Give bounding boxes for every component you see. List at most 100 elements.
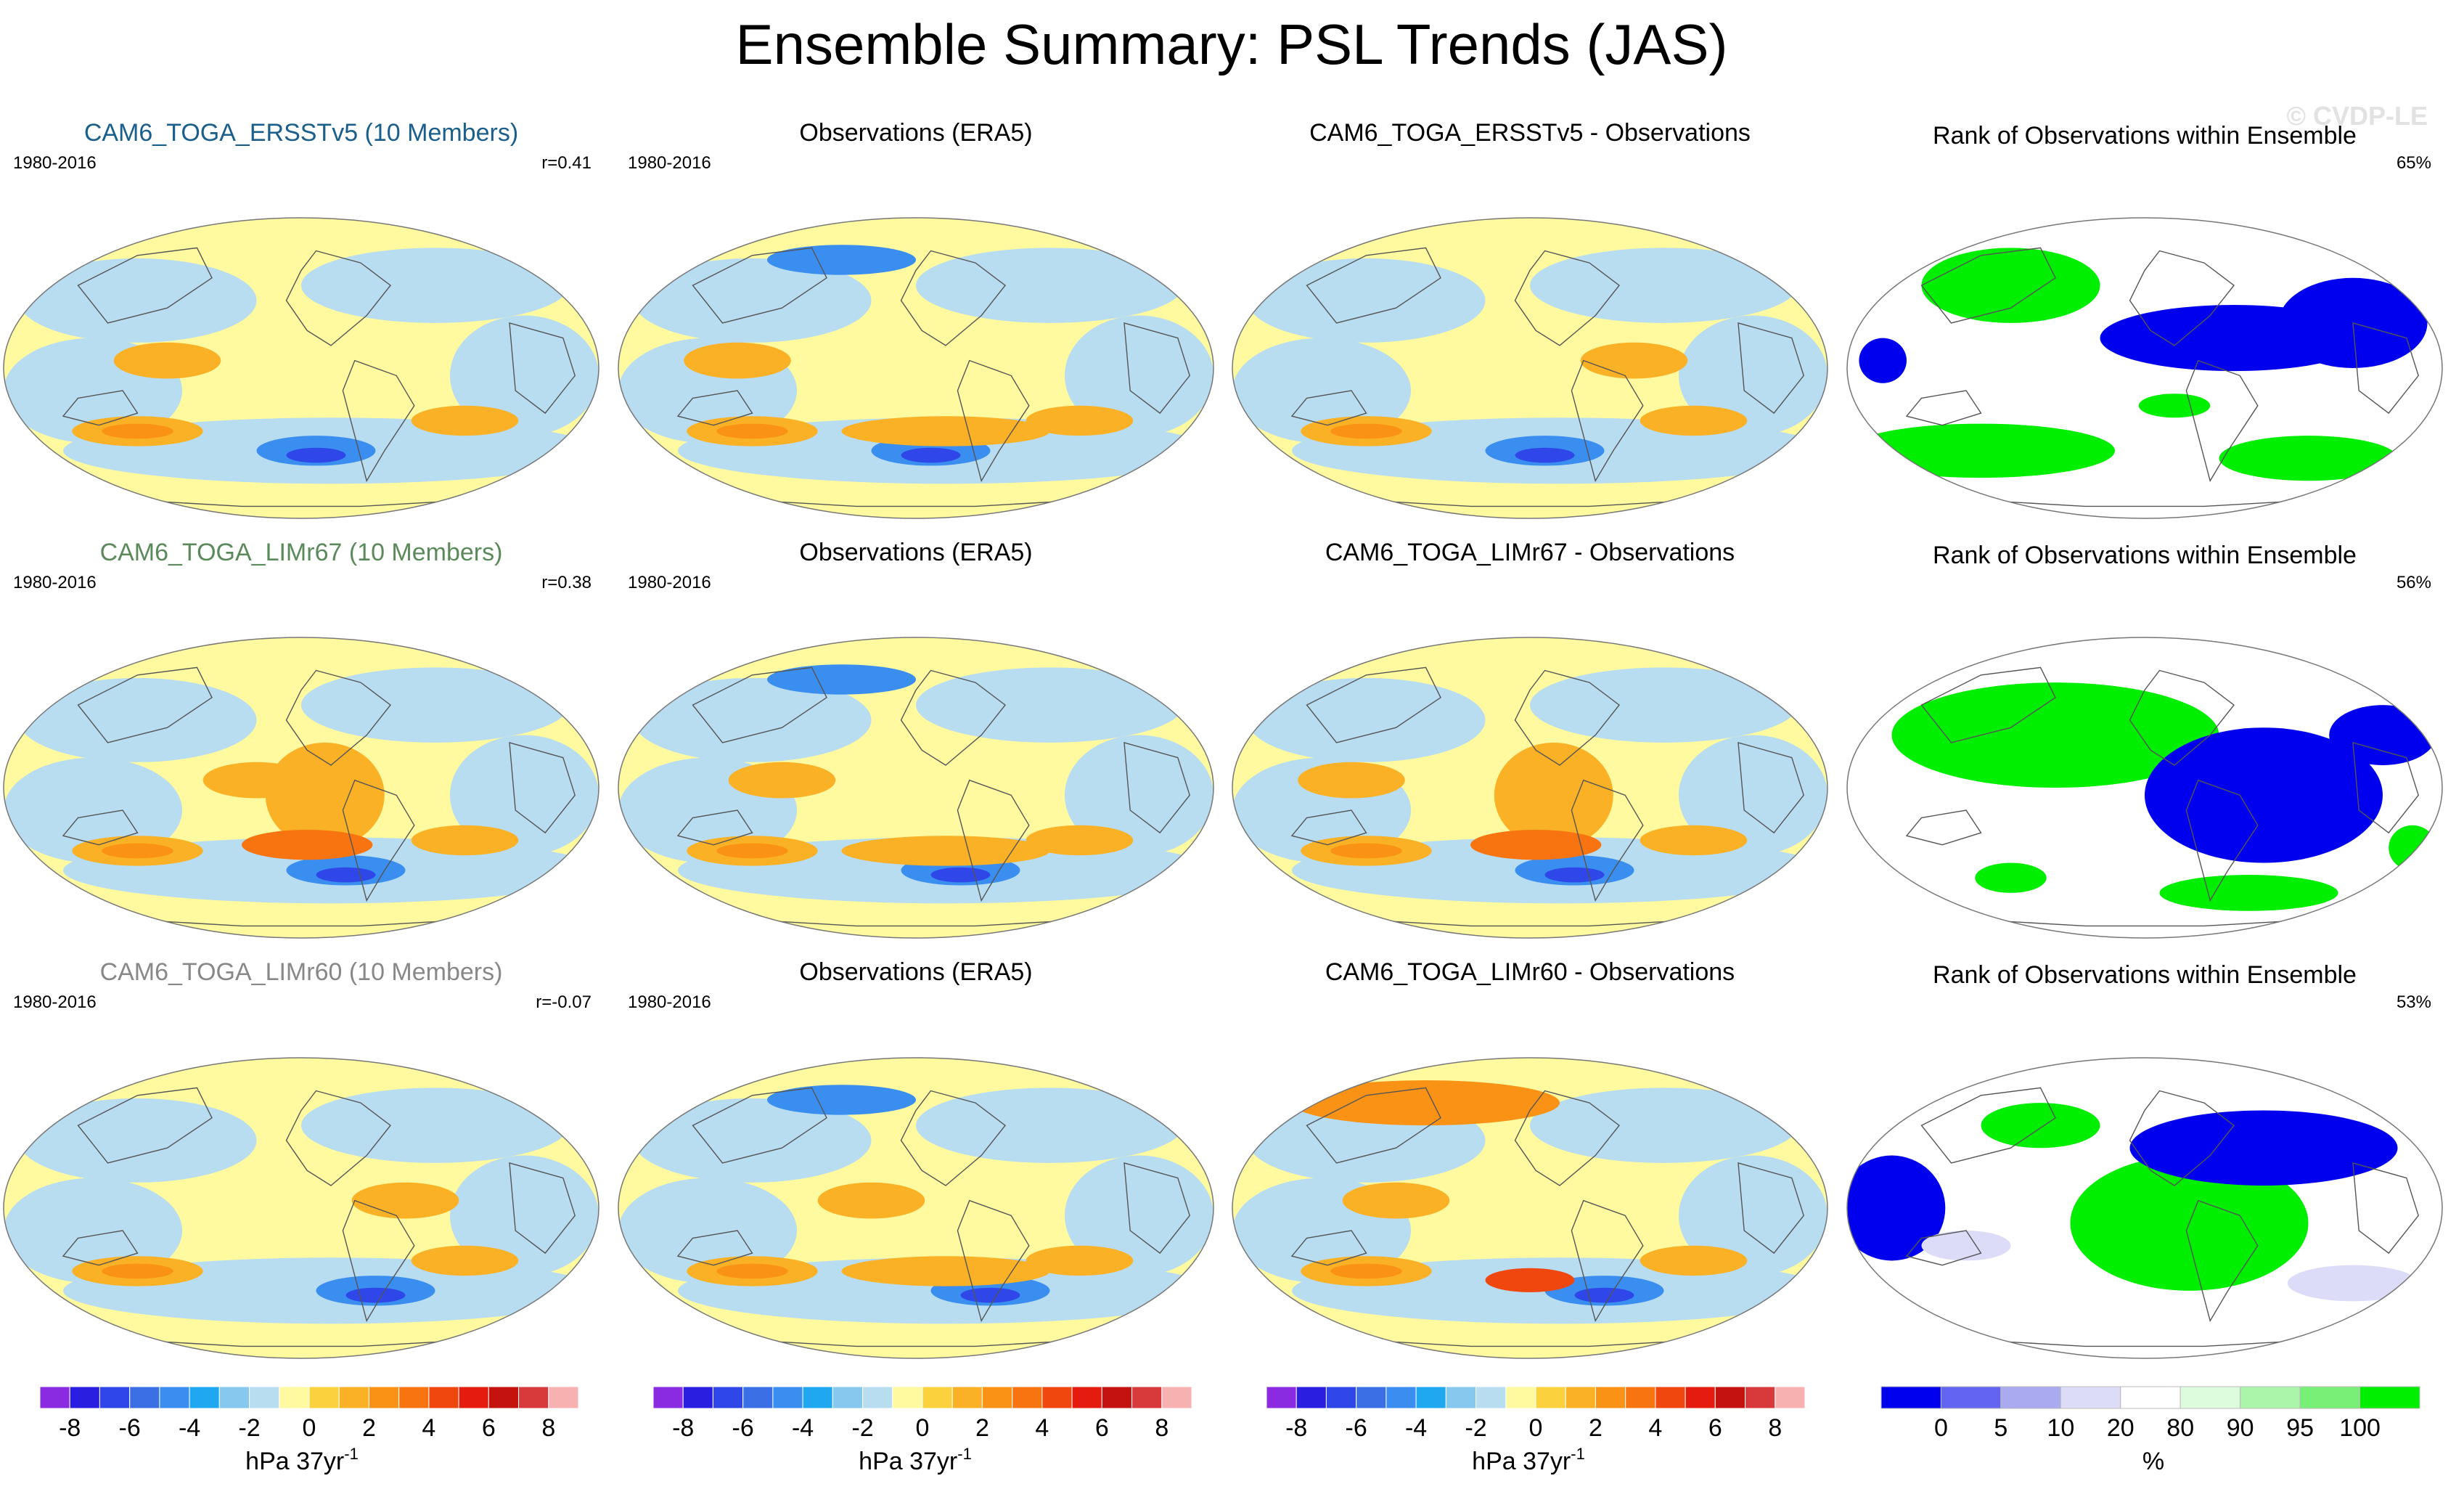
field-contour [411, 1245, 519, 1276]
field-contour [450, 315, 599, 436]
coastline [1738, 1162, 1804, 1255]
colorbar-tick-label: 0 [1934, 1414, 1948, 1442]
colorbar-tick-label: 4 [422, 1414, 435, 1442]
period-label: 1980-2016 [628, 573, 711, 592]
map-border [618, 637, 1214, 939]
map-border [618, 217, 1214, 519]
rank-region [1921, 248, 2100, 323]
field-contour [1530, 667, 1798, 743]
field-contour [265, 742, 385, 848]
field-contour [767, 245, 916, 275]
map-border [1232, 217, 1828, 519]
correlation-label: r=-0.07 [536, 992, 592, 1012]
map-panel: Rank of Observations within Ensemble 65% [1846, 122, 2443, 519]
map-field [1232, 218, 1827, 518]
colorbar-box [1655, 1386, 1686, 1409]
coastline [137, 1339, 465, 1347]
colorbar-tick-label: 80 [2166, 1414, 2194, 1442]
field-contour [1298, 762, 1405, 799]
colorbar-box [1101, 1386, 1133, 1409]
colorbar-tick-label: -2 [238, 1414, 260, 1442]
field-contour [18, 258, 257, 343]
field-contour [1640, 1245, 1748, 1276]
map-field [1232, 637, 1827, 938]
field-contour [1485, 1268, 1575, 1292]
field-contour [113, 342, 221, 379]
watermark: © CVDP-LE [2286, 101, 2428, 131]
field-contour [1065, 735, 1213, 856]
coastline [2185, 1199, 2259, 1323]
colorbar-box [951, 1386, 983, 1409]
panel-title-model: CAM6_TOGA_LIMr60 (10 Members) [100, 958, 503, 986]
coastline [342, 779, 415, 902]
correlation-label: r=0.41 [541, 153, 592, 173]
colorbar-tick-label: 4 [1648, 1414, 1662, 1442]
coastline [2185, 779, 2259, 902]
map-panel: CAM6_TOGA_LIMr60 (10 Members)1980-2016 r=… [3, 958, 599, 1359]
map-panel: CAM6_TOGA_ERSSTv5 (10 Members) 1980-2016 r… [3, 119, 599, 519]
coastline [2185, 359, 2259, 483]
map-border [618, 1057, 1214, 1359]
field-contour [1065, 1155, 1213, 1276]
coastline [676, 809, 753, 846]
field-contour [450, 1155, 599, 1276]
map-border [1232, 637, 1828, 939]
field-contour [411, 405, 519, 436]
psl-colorbar: -8 -6 -4 -2 0 2 4 6 8 hPa 37yr-1 [652, 1386, 1192, 1475]
panel-title-difference: CAM6_TOGA_LIMr60 - Observations [1325, 958, 1735, 986]
colorbar-box [218, 1386, 250, 1409]
colorbar-box [398, 1386, 430, 1409]
map-panel: Observations (ERA5) 1980-2016 [618, 539, 1214, 939]
coastline [1905, 809, 1982, 846]
colorbar-tick-label: -2 [1465, 1414, 1486, 1442]
coastline [1905, 390, 1982, 426]
map-border [3, 637, 599, 939]
colorbar-tick-label: -4 [792, 1414, 814, 1442]
colorbar-box [922, 1386, 953, 1409]
panel-title-observations: Observations (ERA5) [799, 119, 1032, 147]
colorbar-box [488, 1386, 519, 1409]
psl-colorbar: -8 -6 -4 -2 0 2 4 6 8 hPa 37yr-1 [39, 1386, 579, 1475]
coastline [1514, 669, 1620, 766]
colorbar-box [1071, 1386, 1102, 1409]
map-panel: CAM6_TOGA_LIMr67 - Observations [1232, 539, 1828, 939]
panel-title-observations: Observations (ERA5) [799, 539, 1032, 566]
coastline [1123, 322, 1190, 415]
coastline [1981, 919, 2309, 927]
colorbar-box [458, 1386, 489, 1409]
colorbar-box [981, 1386, 1013, 1409]
field-contour [1580, 342, 1688, 379]
coastline [957, 359, 1030, 483]
colorbar-box [518, 1386, 549, 1409]
field-contour [345, 1287, 406, 1303]
colorbar-tick-label: -2 [851, 1414, 873, 1442]
colorbar-tick-label: 5 [1994, 1414, 2007, 1442]
field-contour [316, 867, 376, 883]
colorbar-box [1714, 1386, 1746, 1409]
colorbar-box [772, 1386, 803, 1409]
field-contour [767, 1085, 916, 1115]
coastline [137, 499, 465, 507]
colorbar-box [742, 1386, 774, 1409]
colorbar-tick-label: 10 [2047, 1414, 2074, 1442]
map-panel: Observations (ERA5) 1980-2016 [618, 119, 1214, 519]
colorbar-box [1565, 1386, 1596, 1409]
field-contour [633, 677, 872, 762]
coastline [900, 1090, 1006, 1186]
field-contour [301, 1088, 569, 1163]
colorbar-tick-label: -8 [1285, 1414, 1307, 1442]
coastline [957, 779, 1030, 902]
field-contour [102, 1263, 173, 1279]
rank-region [1847, 423, 2115, 478]
coastline [1306, 1087, 1441, 1164]
field-contour [916, 248, 1184, 323]
colorbar-box [862, 1386, 893, 1409]
field-contour [1330, 423, 1402, 439]
period-label: 1980-2016 [13, 153, 97, 173]
map-field [4, 637, 599, 938]
coastline [342, 359, 415, 483]
map-field [618, 637, 1213, 938]
colorbar-box [2060, 1386, 2121, 1409]
coastline [1514, 1090, 1620, 1186]
coastline [1738, 322, 1804, 415]
